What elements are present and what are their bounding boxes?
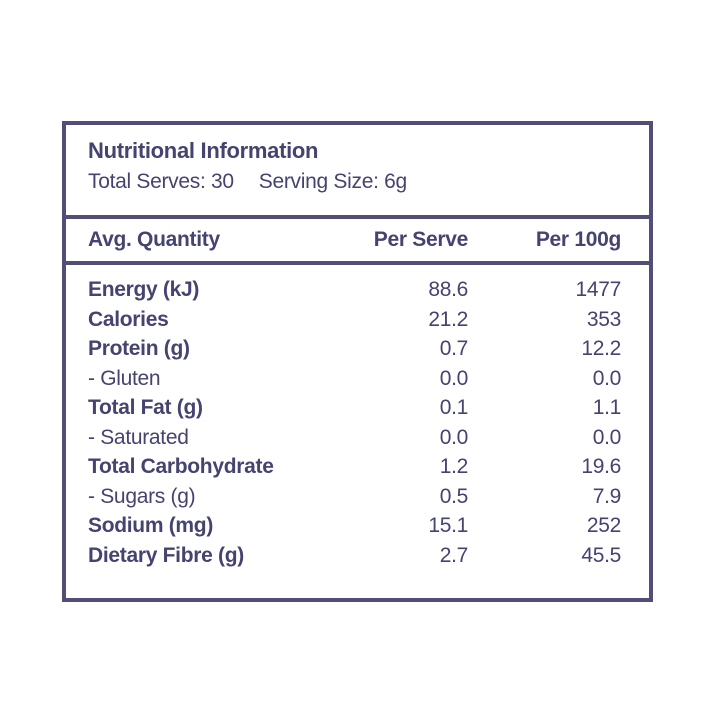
per-serve-value: 88.6 bbox=[428, 278, 468, 301]
panel-subtitle: Total Serves: 30 Serving Size: 6g bbox=[88, 169, 621, 195]
panel-header: Nutritional Information Total Serves: 30… bbox=[66, 125, 649, 195]
nutrient-label: Total Fat (g) bbox=[88, 396, 203, 419]
nutrient-label: Protein (g) bbox=[88, 337, 190, 360]
table-row: Energy (kJ) 88.6 1477 bbox=[66, 275, 649, 305]
per-serve-value: 0.0 bbox=[439, 425, 469, 449]
per-serve-value: 0.1 bbox=[439, 396, 469, 419]
table-row: Sodium (mg) 15.1 252 bbox=[66, 511, 649, 541]
nutrient-label: Calories bbox=[88, 307, 169, 331]
table-header-divider bbox=[66, 261, 649, 265]
per-100g-value: 19.6 bbox=[581, 455, 621, 478]
table-row: Total Fat (g) 0.1 1.1 bbox=[66, 393, 649, 423]
per-serve-value: 0.7 bbox=[439, 337, 469, 360]
table-row: Calories 21.2 353 bbox=[66, 305, 649, 335]
nutrient-label: Dietary Fibre (g) bbox=[88, 543, 244, 567]
table-row: Dietary Fibre (g) 2.7 45.5 bbox=[66, 541, 649, 571]
per-100g-value: 353 bbox=[586, 307, 621, 331]
nutrient-label: Total Carbohydrate bbox=[88, 455, 274, 478]
per-100g-value: 0.0 bbox=[592, 425, 622, 449]
per-100g-value: 1477 bbox=[575, 278, 621, 301]
table-row: - Saturated 0.0 0.0 bbox=[66, 423, 649, 453]
nutrition-panel: Nutritional Information Total Serves: 30… bbox=[62, 121, 653, 602]
per-serve-value: 15.1 bbox=[428, 514, 468, 537]
table-row: Protein (g) 0.7 12.2 bbox=[66, 334, 649, 364]
per-serve-value: 0.5 bbox=[439, 484, 469, 508]
table-header-row: Avg. Quantity Per Serve Per 100g bbox=[66, 219, 649, 261]
nutrient-label: Sodium (mg) bbox=[88, 514, 214, 537]
nutrient-label: - Sugars (g) bbox=[88, 484, 196, 508]
header-divider bbox=[66, 215, 649, 219]
per-serve-value: 21.2 bbox=[428, 307, 468, 331]
per-100g-value: 45.5 bbox=[581, 543, 621, 567]
per-serve-value: 1.2 bbox=[439, 455, 469, 478]
per-100g-value: 1.1 bbox=[592, 396, 622, 419]
total-serves-label: Total Serves: 30 bbox=[88, 170, 234, 193]
nutrient-label: Energy (kJ) bbox=[88, 278, 200, 301]
column-header-per-serve: Per Serve bbox=[373, 228, 469, 251]
table-row: - Sugars (g) 0.5 7.9 bbox=[66, 482, 649, 512]
panel-title: Nutritional Information bbox=[88, 138, 319, 163]
column-header-avg-quantity: Avg. Quantity bbox=[88, 228, 220, 251]
per-100g-value: 7.9 bbox=[592, 484, 622, 508]
per-100g-value: 12.2 bbox=[581, 337, 621, 360]
nutrient-label: - Gluten bbox=[88, 366, 161, 390]
per-100g-value: 0.0 bbox=[592, 366, 622, 390]
serving-size-label: Serving Size: 6g bbox=[258, 170, 407, 193]
per-100g-value: 252 bbox=[586, 514, 621, 537]
per-serve-value: 0.0 bbox=[439, 366, 469, 390]
nutrient-label: - Saturated bbox=[88, 425, 189, 449]
column-header-per-100g: Per 100g bbox=[535, 228, 621, 251]
table-body: Energy (kJ) 88.6 1477 Calories 21.2 353 Protei… bbox=[66, 265, 649, 570]
table-row: - Gluten 0.0 0.0 bbox=[66, 364, 649, 394]
per-serve-value: 2.7 bbox=[439, 543, 469, 567]
table-row: Total Carbohydrate 1.2 19.6 bbox=[66, 452, 649, 482]
